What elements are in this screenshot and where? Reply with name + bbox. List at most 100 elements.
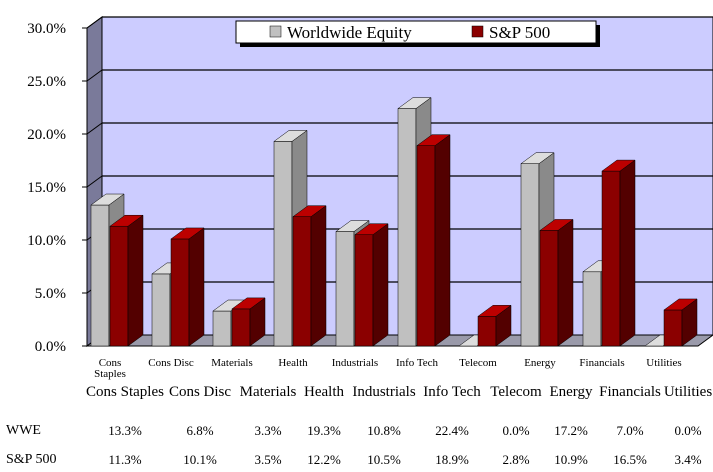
- bar-front: [601, 170, 621, 347]
- y-tick-label: 5.0%: [35, 286, 66, 302]
- bar-top: [109, 214, 144, 227]
- x-tick-label-line: Materials: [211, 357, 253, 369]
- x-tick-label: Telecom: [459, 357, 497, 369]
- table-cell: 19.3%: [307, 423, 341, 438]
- table-cell: 12.2%: [307, 452, 341, 467]
- x-tick-label-line: Utilities: [646, 357, 681, 369]
- bar-sp500: [539, 218, 574, 347]
- bar-side: [557, 218, 574, 347]
- legend-label: Worldwide Equity: [287, 23, 412, 42]
- table-cell: 10.5%: [367, 452, 401, 467]
- bar-top: [477, 305, 512, 317]
- x-tick-label: Industrials: [332, 357, 378, 369]
- table-cell: 10.9%: [554, 452, 588, 467]
- table-cell: 16.5%: [613, 452, 647, 467]
- bar-sp500: [109, 214, 144, 347]
- table-header: Health: [304, 384, 344, 400]
- bar-top: [354, 223, 389, 235]
- bar-sp500: [416, 134, 451, 347]
- bar-front: [170, 238, 190, 347]
- x-tick-label-line: Telecom: [459, 357, 497, 369]
- table-header: Telecom: [490, 384, 542, 400]
- bar-top: [601, 159, 636, 172]
- bar-sp500: [601, 159, 636, 347]
- table-cell: 22.4%: [435, 423, 469, 438]
- y-tick-label: 0.0%: [35, 339, 66, 355]
- y-tick-label: 20.0%: [27, 127, 66, 143]
- x-tick-label-line: Cons: [99, 357, 122, 369]
- x-tick-label: Utilities: [646, 357, 681, 369]
- bar-sp500: [354, 223, 389, 347]
- table-cell: 3.3%: [254, 423, 282, 438]
- bar-front: [231, 308, 251, 347]
- bar-front: [292, 216, 312, 347]
- table-cell: 6.8%: [186, 423, 214, 438]
- bar-top: [231, 297, 266, 310]
- bar-top: [170, 227, 205, 240]
- bar-side: [434, 134, 451, 347]
- bar-sp500: [663, 298, 698, 347]
- table-header: Utilities: [663, 384, 713, 400]
- bar-sp500: [170, 227, 205, 347]
- y-tick-label: 10.0%: [27, 233, 66, 249]
- bar-sp500: [292, 205, 327, 347]
- bar-top: [663, 298, 698, 311]
- bar-top: [539, 219, 574, 231]
- table-cell: 3.5%: [254, 452, 282, 467]
- x-tick-label-line: Energy: [524, 357, 556, 369]
- bar-front: [151, 273, 171, 347]
- bar-front: [90, 204, 110, 347]
- gridline-side: [86, 69, 103, 82]
- bar-front: [663, 309, 683, 347]
- table-cell: 0.0%: [502, 423, 530, 438]
- table-cell: 7.0%: [616, 423, 644, 438]
- bar-front: [354, 234, 374, 347]
- x-tick-label: Energy: [524, 357, 556, 369]
- bar-front: [416, 145, 436, 347]
- gridline-side: [86, 122, 103, 135]
- bar-side: [310, 205, 327, 347]
- x-tick-label: Cons Disc: [148, 357, 194, 369]
- table-cell: 0.0%: [674, 423, 702, 438]
- bar-top: [335, 220, 370, 232]
- bar-front: [335, 231, 355, 347]
- bar-top: [397, 97, 432, 109]
- bar-sp500: [231, 297, 266, 347]
- table-cell: 13.3%: [108, 423, 142, 438]
- bar-front: [109, 225, 129, 347]
- table-cell: 10.1%: [183, 452, 217, 467]
- bar-top: [273, 130, 308, 142]
- bar-top: [292, 205, 327, 217]
- x-tick-label-line: Staples: [94, 368, 126, 380]
- table-cell: 11.3%: [108, 452, 142, 467]
- bar-front: [212, 310, 232, 347]
- table-header: Cons Staples: [86, 384, 164, 400]
- bar-sp500: [477, 304, 512, 347]
- bar-top: [520, 152, 555, 164]
- table-header: Materials: [239, 384, 297, 400]
- x-tick-label-line: Info Tech: [396, 357, 439, 369]
- bar-top: [90, 193, 125, 206]
- table-header-row: Cons Staples Cons Disc Materials Health …: [0, 384, 713, 404]
- bar-front: [582, 271, 602, 347]
- x-tick-label: Materials: [211, 357, 253, 369]
- x-tick-label-line: Financials: [579, 357, 624, 369]
- x-tick-label: Info Tech: [396, 357, 439, 369]
- table-row-label: WWE: [6, 423, 41, 438]
- table-header: Info Tech: [423, 384, 481, 400]
- bar-front: [520, 163, 540, 347]
- bar-side: [188, 227, 205, 347]
- x-tick-label-line: Industrials: [332, 357, 378, 369]
- legend-label: S&P 500: [489, 23, 550, 42]
- table-header: Energy: [549, 384, 593, 400]
- bar-front: [477, 316, 497, 347]
- table-row-wwe: WWE 13.3% 6.8% 3.3% 19.3% 10.8% 22.4% 0.…: [0, 423, 713, 443]
- legend: Worldwide Equity S&P 500: [235, 20, 600, 47]
- table-cell: 10.8%: [367, 423, 401, 438]
- bar-front: [539, 230, 559, 347]
- bar-side: [127, 214, 144, 347]
- bar-side: [619, 159, 636, 347]
- legend-swatch: [471, 25, 484, 38]
- x-tick-label: Financials: [579, 357, 624, 369]
- x-tick-label: Health: [278, 357, 308, 369]
